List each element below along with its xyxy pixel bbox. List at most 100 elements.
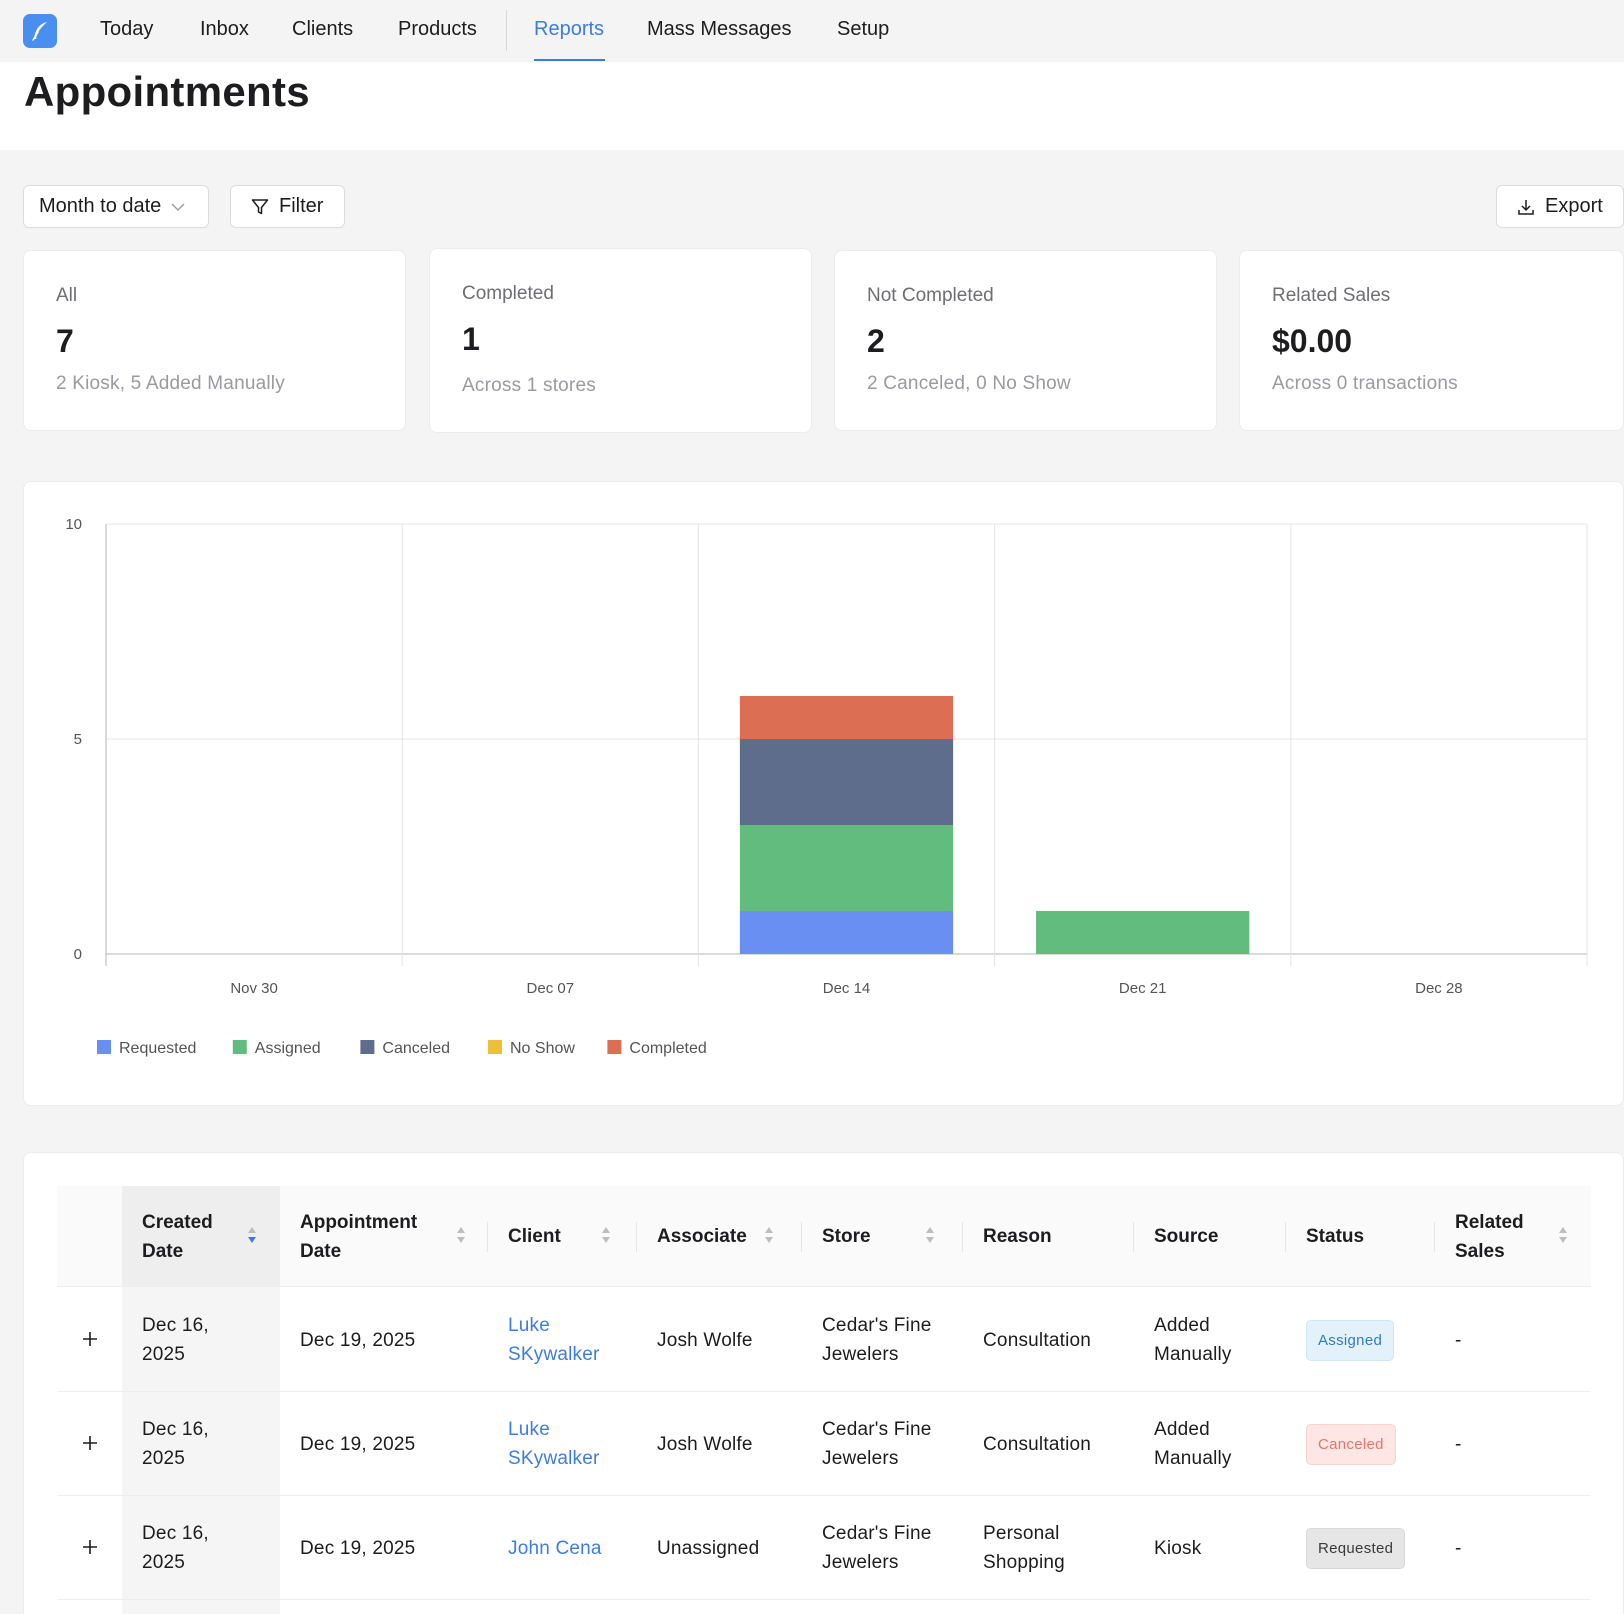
column-header-client[interactable]: Client [488, 1186, 636, 1287]
card-subtext: Across 1 stores [462, 375, 596, 396]
top-nav: Today Inbox Clients Products Reports Mas… [0, 0, 1624, 62]
cell-store: Cedar's Fine Jewelers [822, 1523, 932, 1573]
nav-inbox[interactable]: Inbox [200, 18, 249, 40]
summary-card-not-completed[interactable]: Not Completed 2 2 Canceled, 0 No Show [834, 250, 1217, 431]
column-header-reason: Reason [983, 1226, 1052, 1247]
feather-icon [32, 22, 47, 41]
status-badge: Canceled [1306, 1423, 1396, 1465]
table-row[interactable]: Dec 16, 2025 Dec 19, 2025 Luke SKywalker… [57, 1392, 1591, 1496]
sort-icon [926, 1227, 934, 1243]
appointments-chart-card: 0 5 10 Nov 30 Dec 07 Dec 14 Dec 21 Dec 28 Reques… [23, 481, 1624, 1106]
cell-associate: Josh Wolfe [657, 1433, 753, 1455]
card-subtext: 2 Canceled, 0 No Show [867, 373, 1071, 394]
cell-store: Cedar's Fine Jewelers [822, 1419, 932, 1469]
column-divider [801, 1222, 802, 1252]
summary-card-related-sales[interactable]: Related Sales $0.00 Across 0 transaction… [1239, 250, 1624, 431]
legend-label: Assigned [255, 1040, 321, 1057]
cell-created-date: Dec 16, 2025 [142, 1523, 209, 1573]
legend-label: Requested [119, 1040, 196, 1057]
export-button[interactable]: Export [1496, 185, 1624, 228]
cell-related-sales: - [1455, 1329, 1462, 1351]
cell-reason: Consultation [983, 1433, 1092, 1455]
column-header-source: Source [1154, 1226, 1219, 1247]
card-value: 7 [56, 323, 74, 359]
column-header-status: Status [1306, 1226, 1365, 1247]
expand-plus-icon[interactable] [79, 1328, 101, 1350]
nav-reports[interactable]: Reports [534, 18, 605, 40]
column-header-related-sales[interactable]: Related Sales [1435, 1186, 1591, 1287]
legend-swatch [488, 1040, 502, 1054]
column-header-created-date[interactable]: Created Date [122, 1186, 280, 1287]
nav-today[interactable]: Today [100, 18, 154, 40]
summary-card-all[interactable]: All 7 2 Kiosk, 5 Added Manually [23, 250, 406, 431]
download-icon [1517, 198, 1535, 216]
date-range-select[interactable]: Month to date [23, 185, 209, 228]
cell-appointment-date: Dec 19, 2025 [300, 1433, 416, 1455]
x-tick-label: Dec 21 [1119, 980, 1167, 997]
sort-icon [1559, 1227, 1567, 1243]
column-header-store[interactable]: Store [802, 1186, 962, 1287]
expand-column-header [57, 1186, 122, 1287]
bar-segment-canceled [739, 739, 954, 825]
cell-status: Assigned [1306, 1288, 1436, 1392]
column-header-associate[interactable]: Associate [637, 1186, 801, 1287]
legend-swatch [97, 1040, 111, 1054]
nav-mass-messages[interactable]: Mass Messages [647, 18, 792, 40]
column-divider [636, 1222, 637, 1252]
column-divider [962, 1222, 963, 1252]
sort-icon [765, 1227, 773, 1243]
appointments-chart: 0 5 10 Nov 30 Dec 07 Dec 14 Dec 21 Dec 28 Reques… [65, 516, 1588, 1057]
cell-related-sales: - [1455, 1537, 1462, 1559]
x-tick-label: Nov 30 [230, 980, 278, 997]
cell-store: Cedar's Fine Jewelers [822, 1315, 932, 1365]
nav-clients[interactable]: Clients [292, 18, 354, 40]
cell-source: Added Manually [1154, 1315, 1232, 1365]
cell-created-date: Dec 16, 2025 [142, 1419, 209, 1469]
sort-icon [602, 1227, 610, 1243]
filter-button[interactable]: Filter [230, 185, 345, 228]
cell-status: Canceled [1306, 1392, 1436, 1496]
legend-label: Completed [629, 1040, 706, 1057]
date-range-value: Month to date [39, 195, 162, 217]
sort-desc-icon [248, 1227, 256, 1243]
filter-icon [251, 198, 269, 216]
column-header-appointment-date[interactable]: Appointment Date [280, 1186, 487, 1287]
card-label: Not Completed [867, 285, 994, 306]
cell-client-link[interactable]: Luke SKywalker [508, 1419, 600, 1469]
cell-source: Added Manually [1154, 1419, 1232, 1469]
bar-segment-assigned [1036, 911, 1250, 954]
legend-label: Canceled [382, 1040, 450, 1057]
legend-swatch [607, 1040, 622, 1054]
card-label: Related Sales [1272, 285, 1391, 306]
y-tick-label: 5 [74, 731, 82, 748]
column-divider [1285, 1222, 1286, 1252]
nav-products[interactable]: Products [398, 18, 477, 40]
column-divider [487, 1222, 488, 1252]
y-tick-label: 10 [65, 516, 82, 533]
cell-associate: Unassigned [657, 1537, 760, 1559]
appointments-table: Created Date Appointment Date Client Ass… [23, 1152, 1624, 1614]
export-label: Export [1545, 195, 1603, 217]
table-row[interactable]: Dec 16, 2025 Dec 19, 2025 John Cena Unas… [57, 1496, 1591, 1600]
status-badge: Requested [1306, 1527, 1406, 1569]
legend-label: No Show [510, 1040, 575, 1057]
summary-card-completed[interactable]: Completed 1 Across 1 stores [429, 248, 812, 433]
nav-setup[interactable]: Setup [837, 18, 890, 40]
expand-plus-icon[interactable] [79, 1432, 101, 1454]
column-divider [1434, 1222, 1435, 1252]
cell-associate: Josh Wolfe [657, 1329, 753, 1351]
card-subtext: 2 Kiosk, 5 Added Manually [56, 373, 285, 394]
cell-client-link[interactable]: Luke SKywalker [508, 1315, 600, 1365]
table-header: Created Date Appointment Date Client Ass… [57, 1186, 1591, 1287]
bar-segment-completed [739, 696, 954, 739]
app-logo[interactable] [23, 14, 57, 48]
table-row[interactable]: Dec 16, 2025 Dec 19, 2025 Luke SKywalker… [57, 1288, 1591, 1392]
card-value: $0.00 [1272, 323, 1353, 359]
cell-status: Requested [1306, 1496, 1436, 1600]
status-badge: Assigned [1306, 1319, 1395, 1361]
sorted-column-highlight [122, 1287, 280, 1614]
chevron-down-icon [171, 203, 185, 211]
cell-client-link[interactable]: John Cena [508, 1537, 602, 1559]
cell-appointment-date: Dec 19, 2025 [300, 1537, 416, 1559]
expand-plus-icon[interactable] [79, 1536, 101, 1558]
